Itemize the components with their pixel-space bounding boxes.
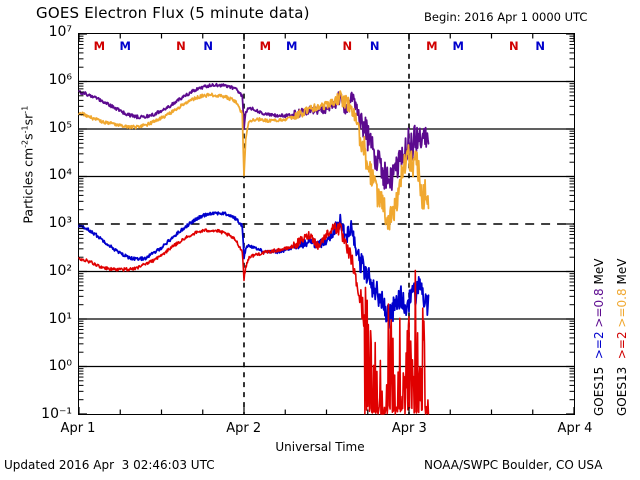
day-marker-m: M bbox=[259, 39, 272, 53]
legend-column-goes13: GOES13 >=2 >=0.8 MeV bbox=[613, 158, 631, 416]
y-tick-label: 10⁻¹ bbox=[41, 406, 72, 422]
x-tick-label: Apr 4 bbox=[557, 421, 593, 436]
legend-text: >=0.8 bbox=[592, 288, 606, 328]
day-marker-n: N bbox=[203, 39, 214, 53]
legend-text: MeV bbox=[615, 258, 629, 285]
legend-text: GOES13 bbox=[615, 366, 629, 416]
legend-text: GOES15 bbox=[592, 366, 606, 416]
day-marker-n: N bbox=[509, 39, 519, 53]
day-marker-m: M bbox=[119, 39, 131, 53]
y-tick-label: 10⁶ bbox=[48, 71, 72, 88]
day-marker-m: M bbox=[285, 39, 298, 53]
legend-text: >=0.8 bbox=[615, 288, 629, 328]
y-tick-label: 10² bbox=[48, 262, 72, 279]
x-tick-label: Apr 2 bbox=[226, 421, 262, 436]
begin-timestamp: Begin: 2016 Apr 1 0000 UTC bbox=[424, 10, 588, 24]
axis-ticks bbox=[78, 33, 575, 415]
legend-text bbox=[592, 359, 606, 367]
legend-column-goes15: GOES15 >=2 >=0.8 MeV bbox=[590, 158, 608, 416]
legend-text: >=2 bbox=[592, 331, 606, 360]
day-marker-m: M bbox=[426, 39, 438, 53]
day-marker-n: N bbox=[369, 39, 380, 53]
series-lines bbox=[78, 82, 430, 415]
legend-text: MeV bbox=[592, 258, 606, 285]
x-tick-label: Apr 1 bbox=[60, 421, 96, 436]
legend-text bbox=[592, 285, 606, 289]
gridlines bbox=[79, 34, 574, 414]
legend-text bbox=[615, 359, 629, 367]
day-marker-m: M bbox=[452, 39, 464, 53]
day-marker-n: N bbox=[342, 39, 353, 53]
x-tick-label: Apr 3 bbox=[391, 421, 427, 436]
plot-area bbox=[78, 33, 575, 415]
y-tick-label: 10¹ bbox=[48, 310, 72, 327]
y-tick-label: 10⁵ bbox=[48, 119, 72, 136]
x-axis-title: Universal Time bbox=[275, 440, 365, 454]
day-marker-n: N bbox=[535, 39, 546, 53]
y-tick-label: 10³ bbox=[48, 215, 72, 231]
day-marker-n: N bbox=[176, 39, 186, 53]
updated-timestamp: Updated 2016 Apr 3 02:46:03 UTC bbox=[4, 458, 215, 472]
legend-text bbox=[615, 328, 629, 332]
data-curves-svg bbox=[78, 33, 575, 415]
y-tick-label: 10⁴ bbox=[48, 167, 72, 184]
legend-text: >=2 bbox=[615, 331, 629, 360]
source-attribution: NOAA/SWPC Boulder, CO USA bbox=[424, 458, 603, 472]
chart-title: GOES Electron Flux (5 minute data) bbox=[36, 4, 310, 22]
day-marker-m: M bbox=[93, 39, 106, 53]
y-tick-label: 10⁰ bbox=[48, 358, 72, 375]
legend-text bbox=[592, 328, 606, 332]
legend-text bbox=[615, 285, 629, 289]
y-tick-label: 10⁷ bbox=[48, 24, 72, 40]
